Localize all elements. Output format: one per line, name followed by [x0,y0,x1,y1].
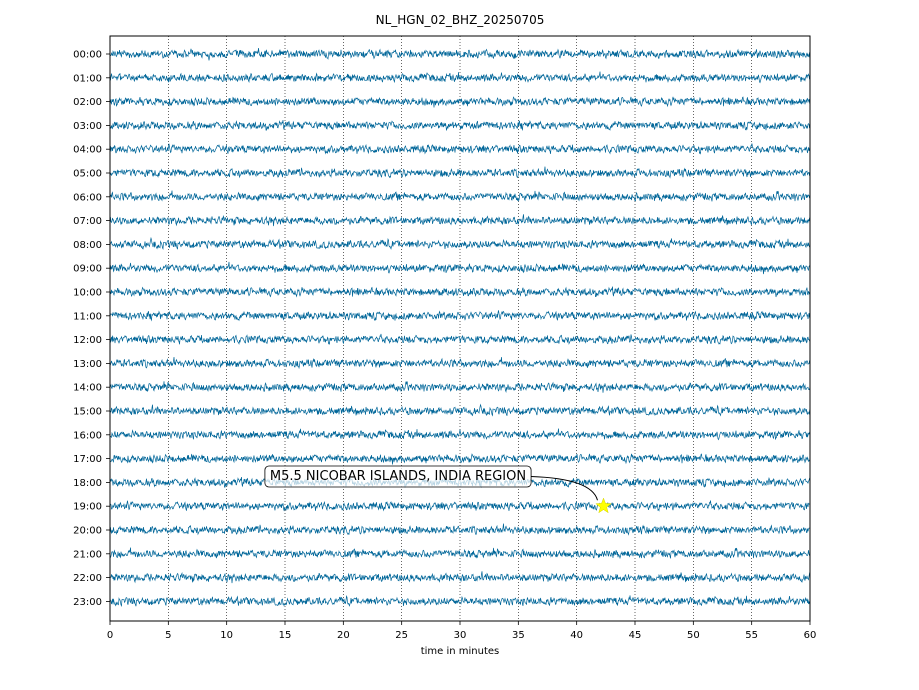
trace-2000 [109,523,811,536]
y-tick-label: 02:00 [73,97,102,108]
trace-1500 [109,403,811,417]
y-tick-label: 11:00 [73,311,102,322]
x-tick-label: 5 [165,630,171,641]
y-tick-label: 22:00 [73,573,102,584]
trace-0300 [109,119,811,132]
y-tick-label: 06:00 [73,192,102,203]
trace-1700 [109,453,811,465]
y-tick-label: 13:00 [73,359,102,370]
x-ticks: 0 5 10 15 20 25 30 35 40 45 50 55 60 [107,621,817,641]
trace-0900 [109,261,811,275]
trace-lines [109,48,811,607]
trace-0700 [109,214,811,227]
trace-1400 [109,381,811,393]
trace-0600 [109,190,811,203]
y-ticks: 00:00 01:00 02:00 03:00 04:00 05:00 06:00 07:00… [73,50,110,608]
trace-1000 [109,286,811,298]
trace-2200 [109,571,811,584]
x-tick-label: 35 [512,630,525,641]
trace-0400 [109,143,811,155]
x-tick-label: 20 [337,630,350,641]
y-tick-label: 12:00 [73,335,102,346]
trace-1200 [109,333,811,346]
y-tick-label: 19:00 [73,502,102,513]
y-tick-label: 10:00 [73,288,102,299]
y-tick-label: 17:00 [73,454,102,465]
y-tick-label: 14:00 [73,383,102,394]
trace-1900 [109,500,811,512]
y-tick-label: 18:00 [73,478,102,489]
y-tick-label: 08:00 [73,240,102,251]
chart-title: NL_HGN_02_BHZ_20250705 [376,13,545,27]
trace-0500 [109,166,811,179]
annotation-box [264,465,532,488]
x-tick-label: 0 [107,630,113,641]
y-tick-label: 03:00 [73,121,102,132]
trace-1300 [109,356,811,370]
trace-2100 [109,547,811,560]
trace-2300 [109,595,811,607]
x-axis-label: time in minutes [421,646,500,657]
y-tick-label: 05:00 [73,169,102,180]
x-tick-label: 50 [687,630,700,641]
x-tick-label: 30 [454,630,467,641]
event-annotation: M5.5 NICOBAR ISLANDS, INDIA REGION [264,465,612,514]
x-tick-label: 10 [220,630,233,641]
trace-0800 [109,236,811,250]
y-tick-label: 20:00 [73,526,102,537]
x-tick-label: 45 [629,630,642,641]
trace-0000 [109,48,811,61]
event-star-marker [595,497,612,514]
trace-1100 [109,310,811,322]
x-tick-label: 60 [804,630,817,641]
y-tick-label: 23:00 [73,597,102,608]
x-tick-label: 25 [395,630,408,641]
y-tick-label: 15:00 [73,407,102,418]
y-tick-label: 09:00 [73,264,102,275]
y-tick-label: 01:00 [73,73,102,84]
annotation-label: M5.5 NICOBAR ISLANDS, INDIA REGION [270,469,526,484]
y-tick-label: 04:00 [73,145,102,156]
trace-1600 [109,428,811,441]
x-tick-label: 15 [279,630,292,641]
y-tick-label: 07:00 [73,216,102,227]
y-tick-label: 16:00 [73,430,102,441]
y-tick-label: 00:00 [73,50,102,61]
annotation-arrow [531,476,598,501]
trace-0200 [109,96,811,108]
x-tick-label: 40 [570,630,583,641]
y-tick-label: 21:00 [73,549,102,560]
trace-0100 [109,71,811,84]
x-tick-label: 55 [745,630,758,641]
